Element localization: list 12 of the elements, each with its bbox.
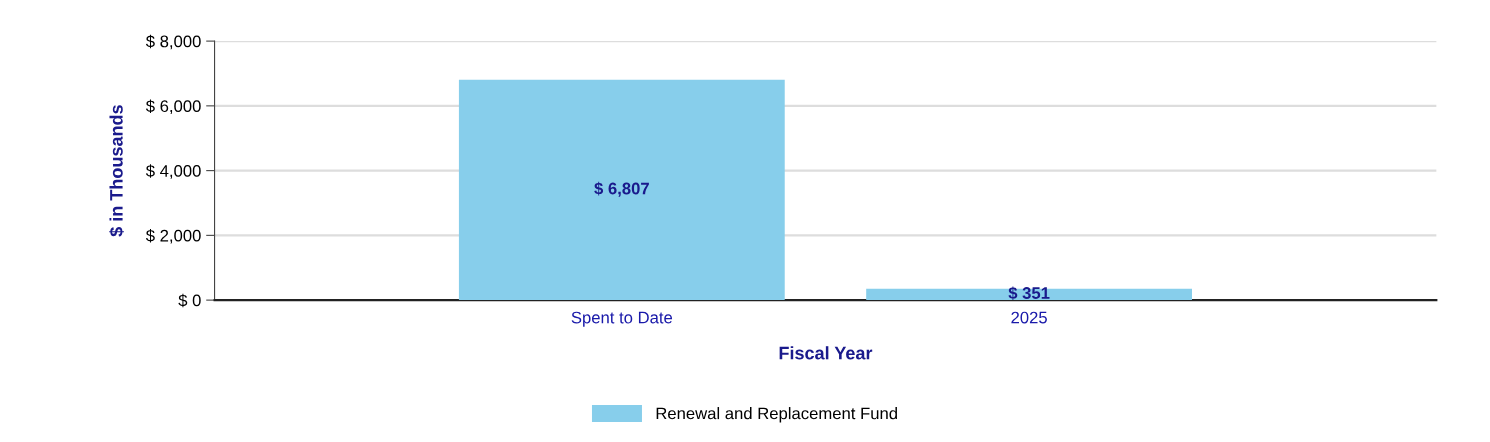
x-tick-label: Spent to Date [571,311,673,327]
y-tick-label: $ 8,000 [145,34,201,50]
y-tick-label: $ 4,000 [145,164,201,179]
y-axis-title: $ in Thousands [109,105,124,237]
data-label: $ 351 [1008,286,1050,300]
x-axis-title: Fiscal Year [779,346,873,360]
y-tick-label: $ 0 [178,293,201,308]
x-tick-label: 2025 [1011,311,1047,324]
y-tick-label: $ 6,000 [145,99,201,115]
y-tick-label: $ 2,000 [145,229,201,244]
legend-label: Renewal and Replacement Fund [656,407,897,423]
data-label: $ 6,807 [594,181,649,197]
